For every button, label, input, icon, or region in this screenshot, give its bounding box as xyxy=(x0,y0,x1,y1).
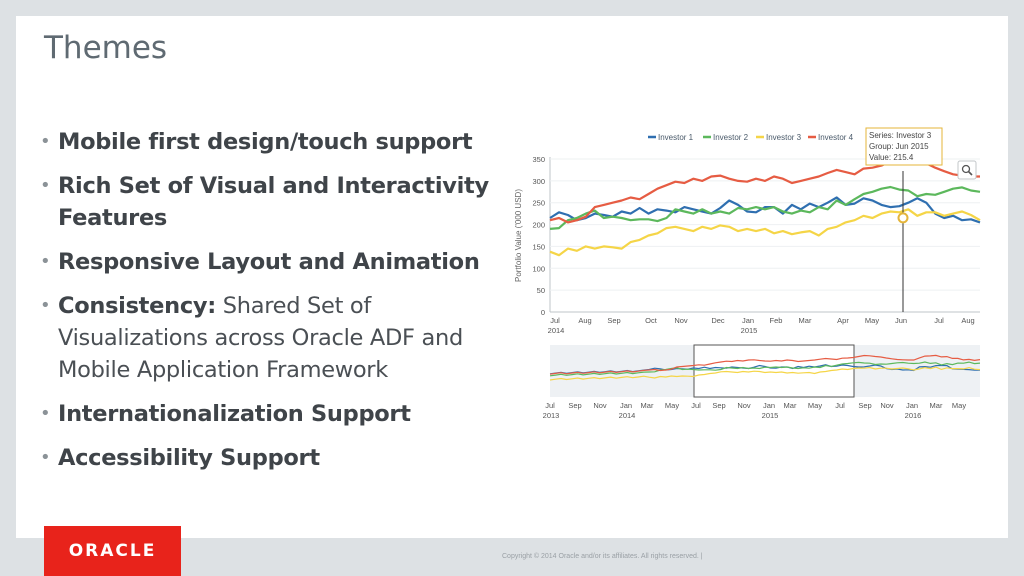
overview-series-line xyxy=(549,361,981,377)
oracle-logo: ORACLE xyxy=(44,526,181,576)
overview-x-tick-label: Mar xyxy=(930,401,943,410)
series-line xyxy=(549,208,981,257)
overview-x-tick-year: 2015 xyxy=(762,411,779,420)
y-tick-label: 0 xyxy=(541,308,545,317)
bullet-list: • Mobile first design/touch support • Rich … xyxy=(40,126,510,486)
overview-x-tick-label: May xyxy=(665,401,679,410)
bullet-dot: • xyxy=(40,251,51,272)
copyright-text: Copyright © 2014 Oracle and/or its affil… xyxy=(502,553,703,560)
series-line xyxy=(549,185,981,230)
x-tick-label: Oct xyxy=(645,316,658,325)
x-tick-label: Mar xyxy=(799,316,812,325)
overview-x-tick-label: Mar xyxy=(784,401,797,410)
overview-x-tick-label: Jan xyxy=(620,401,632,410)
series-line xyxy=(549,196,981,224)
x-tick-year: 2015 xyxy=(741,326,758,335)
overview-x-tick-label: Sep xyxy=(712,401,725,410)
overview-x-tick-label: Jan xyxy=(763,401,775,410)
bullet-item: • Consistency: Shared Set of Visualizatio… xyxy=(40,290,510,386)
bullet-heading: Rich Set of Visual and Interactivity Fea… xyxy=(58,173,489,231)
bullet-item: • Accessibility Support xyxy=(40,442,510,474)
x-tick-label: Feb xyxy=(770,316,783,325)
x-tick-label: Dec xyxy=(711,316,725,325)
bullet-heading: Accessibility Support xyxy=(58,445,320,471)
overview-x-tick-label: Nov xyxy=(880,401,894,410)
series-line xyxy=(549,155,980,224)
bullet-dot: • xyxy=(40,175,51,196)
bullet-item: • Responsive Layout and Animation xyxy=(40,246,510,278)
x-tick-label: Sep xyxy=(607,316,620,325)
x-tick-year: 2014 xyxy=(548,326,565,335)
slide-title: Themes xyxy=(44,30,168,66)
bullet-dot: • xyxy=(40,447,51,468)
y-tick-label: 300 xyxy=(532,177,545,186)
y-tick-label: 150 xyxy=(532,242,545,251)
legend-label: Investor 3 xyxy=(766,133,802,142)
y-tick-label: 350 xyxy=(532,155,545,164)
bullet-item: • Rich Set of Visual and Interactivity Fe… xyxy=(40,170,510,234)
bullet-heading: Mobile first design/touch support xyxy=(58,129,473,155)
bullet-text: Shared Set of Visualizations across Orac… xyxy=(58,293,463,383)
slide-canvas xyxy=(16,16,1008,538)
overview-x-tick-label: Mar xyxy=(641,401,654,410)
overview-x-tick-year: 2013 xyxy=(543,411,560,420)
x-tick-label: Aug xyxy=(961,316,974,325)
x-tick-label: May xyxy=(865,316,879,325)
magnifier-icon-handle xyxy=(967,170,973,176)
logo-text: ORACLE xyxy=(68,541,157,561)
tooltip-group: Group: Jun 2015 xyxy=(869,142,929,151)
portfolio-line-chart[interactable]: Investor 1 Investor 2 Investor 3 Investor 4… xyxy=(508,124,998,424)
overview-x-tick-label: Jan xyxy=(906,401,918,410)
y-tick-label: 100 xyxy=(532,264,545,273)
x-tick-label: Apr xyxy=(837,316,849,325)
overview-series-line xyxy=(549,354,981,375)
tooltip-box xyxy=(865,127,943,166)
legend-label: Investor 4 xyxy=(818,133,854,142)
bullet-heading: Responsive Layout and Animation xyxy=(58,249,480,275)
overview-x-tick-label: Sep xyxy=(568,401,581,410)
y-tick-label: 250 xyxy=(532,199,545,208)
y-tick-label: 200 xyxy=(532,221,545,230)
x-tick-label: Jul xyxy=(550,316,560,325)
overview-series-line xyxy=(549,366,981,381)
overview-x-tick-label: Jul xyxy=(691,401,701,410)
highlighted-point xyxy=(897,212,909,224)
x-tick-label: Nov xyxy=(674,316,688,325)
x-tick-label: Jun xyxy=(895,316,907,325)
tooltip-value: Value: 215.4 xyxy=(869,153,914,162)
x-tick-label: Jan xyxy=(742,316,754,325)
bullet-item: • Internationalization Support xyxy=(40,398,510,430)
overview-x-tick-label: May xyxy=(952,401,966,410)
overview-x-tick-label: May xyxy=(808,401,822,410)
overview-x-tick-label: Jul xyxy=(835,401,845,410)
y-tick-label: 50 xyxy=(537,286,545,295)
zoom-button[interactable] xyxy=(957,160,977,180)
bullet-heading: Consistency: xyxy=(58,293,216,319)
overview-x-tick-label: Nov xyxy=(737,401,751,410)
x-tick-label: Aug xyxy=(578,316,591,325)
magnifier-icon xyxy=(961,164,971,174)
bullet-dot: • xyxy=(40,295,51,316)
bullet-dot: • xyxy=(40,131,51,152)
overview-x-tick-year: 2014 xyxy=(619,411,636,420)
legend-label: Investor 1 xyxy=(658,133,694,142)
overview-x-tick-label: Nov xyxy=(593,401,607,410)
x-tick-label: Jul xyxy=(934,316,944,325)
bullet-dot: • xyxy=(40,403,51,424)
legend-label: Investor 2 xyxy=(713,133,749,142)
y-axis-title: Portfolio Value ('000 USD) xyxy=(514,189,523,282)
bullet-heading: Internationalization Support xyxy=(58,401,411,427)
overview-x-tick-label: Sep xyxy=(858,401,871,410)
overview-x-tick-year: 2016 xyxy=(905,411,922,420)
tooltip-series: Series: Investor 3 xyxy=(869,131,932,140)
overview-x-tick-label: Jul xyxy=(545,401,555,410)
bullet-item: • Mobile first design/touch support xyxy=(40,126,510,158)
